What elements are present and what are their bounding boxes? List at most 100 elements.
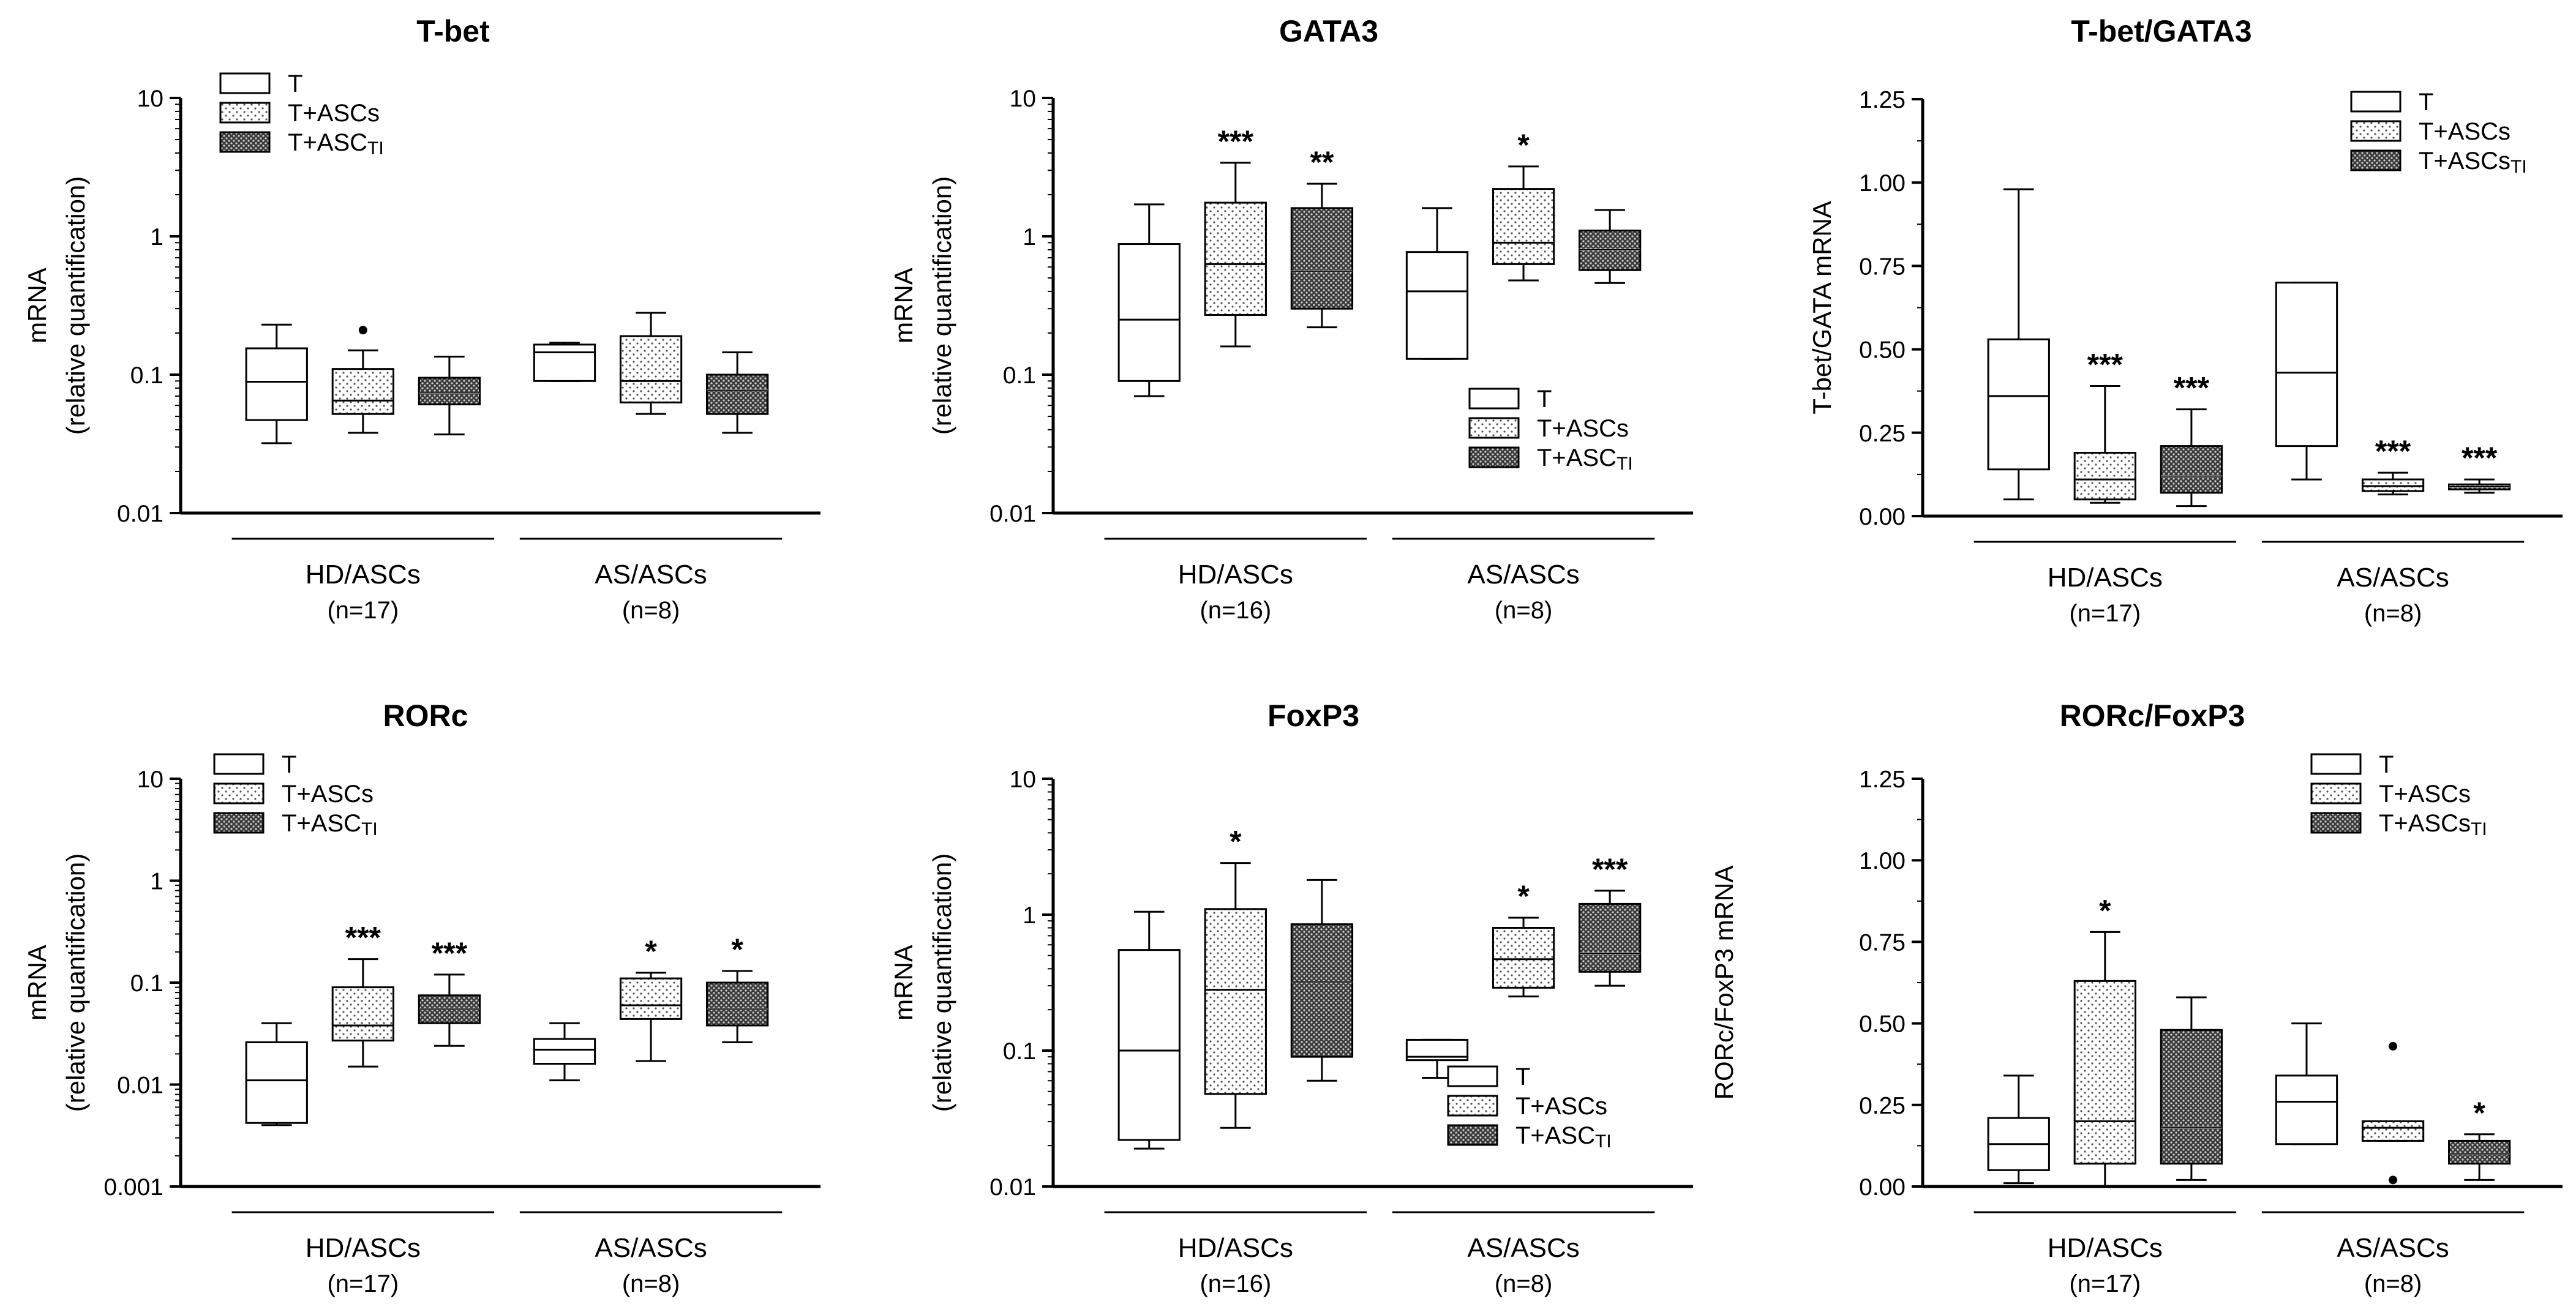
outlier-point (358, 326, 367, 335)
legend-label: T+ASCsTI (2419, 148, 2527, 177)
y-tick-label: 0.01 (989, 501, 1036, 527)
box-t-ascti: * (2448, 1096, 2511, 1181)
legend-label: T (1515, 1063, 1530, 1090)
box-t-ascti (1290, 879, 1354, 1082)
group-label: HD/ASCs (306, 1233, 421, 1263)
group-label: AS/ASCs (2337, 563, 2449, 593)
y-tick-label: 1 (1023, 224, 1036, 250)
box-t (533, 1022, 596, 1082)
box-t (1987, 1074, 2050, 1185)
legend-label: T+ASCTI (288, 129, 384, 159)
legend-swatch (1447, 1095, 1498, 1117)
significance-label: ** (1310, 145, 1334, 179)
box-iqr (1987, 338, 2050, 471)
legend-label: T+ASCs (2419, 118, 2510, 145)
significance-label: *** (2087, 348, 2124, 382)
legend-label: T+ASCTI (1515, 1122, 1612, 1152)
box-iqr (1290, 923, 1354, 1058)
box-iqr (1492, 927, 1555, 989)
box-t (1117, 203, 1181, 397)
group-n-label: (n=17) (2069, 1270, 2141, 1297)
box-iqr (2361, 1120, 2425, 1142)
box-iqr (533, 1038, 596, 1065)
y-tick-label: 1 (150, 869, 163, 895)
significance-label: *** (432, 936, 468, 970)
group-label: HD/ASCs (1178, 1233, 1293, 1263)
significance-label: *** (1592, 852, 1628, 887)
box-t-ascti: *** (2160, 371, 2223, 508)
y-axis-title: mRNA (889, 268, 918, 343)
legend-label: T (1537, 386, 1552, 413)
group-label: HD/ASCs (2048, 563, 2163, 593)
box-t-ascti (2160, 996, 2223, 1181)
y-tick-label: 0.01 (989, 1174, 1036, 1201)
y-tick-label: 1.25 (1859, 87, 1906, 113)
panel-title: RORc/FoxP3 (2060, 699, 2245, 733)
y-tick-label: 10 (1010, 767, 1036, 793)
box-iqr (706, 981, 769, 1027)
significance-label: * (731, 932, 743, 967)
group-n-label: (n=16) (1200, 1270, 1271, 1297)
box-t (1117, 910, 1181, 1150)
legend: T T+ASCsT+ASCsTI (2310, 751, 2487, 839)
group-n-label: (n=8) (622, 1270, 680, 1297)
y-tick-label: 10 (1010, 86, 1036, 112)
box-iqr (2160, 445, 2223, 494)
box-iqr (1117, 949, 1181, 1141)
legend-label: T+ASCs (282, 781, 374, 808)
box-iqr (2073, 980, 2136, 1165)
significance-label: *** (2174, 371, 2210, 405)
box-iqr (2275, 1074, 2338, 1145)
significance-label: * (1517, 128, 1530, 162)
legend-label: T (288, 70, 302, 97)
box-t-ascs: * (1492, 128, 1555, 282)
box-iqr (418, 377, 481, 406)
box-t (245, 323, 308, 444)
group-n-label: (n=17) (327, 597, 399, 624)
y-tick-label: 0.1 (130, 362, 163, 389)
legend-swatch (219, 102, 271, 124)
box-t-ascti: *** (1579, 852, 1642, 987)
box-t-ascti (706, 351, 769, 434)
group-n-label: (n=17) (327, 1270, 399, 1297)
y-axis-subtitle: (relative quantification) (928, 176, 956, 435)
group-label: AS/ASCs (595, 1233, 707, 1263)
y-tick-label: 0.1 (1003, 362, 1036, 389)
legend-label: T+ASCs (288, 100, 380, 127)
panel-rorc-foxp3: RORc/FoxP3 0.00 0.25 0.50 0.75 1.00 1.25 RORc/F… (1710, 699, 2563, 1297)
y-axis-subtitle: (relative quantification) (928, 853, 956, 1112)
outlier-point (2389, 1041, 2398, 1051)
y-tick-label: 0.00 (1859, 504, 1906, 530)
legend-swatch (1447, 1065, 1498, 1087)
box-t-ascs: *** (331, 921, 394, 1068)
box-iqr (2448, 1139, 2511, 1165)
box-iqr (245, 347, 308, 421)
y-tick-label: 0.00 (1859, 1174, 1906, 1201)
y-tick-label: 0.75 (1859, 929, 1906, 956)
box-iqr (619, 335, 683, 403)
box-t-ascti (1579, 209, 1642, 284)
box-iqr (1290, 207, 1354, 310)
legend-swatch (2310, 753, 2362, 775)
group-n-label: (n=8) (2364, 600, 2422, 627)
legend: T T+ASCsT+ASCTI (219, 70, 384, 159)
outlier-point (2389, 1175, 2398, 1185)
box-iqr (331, 986, 394, 1042)
group-n-label: (n=8) (1495, 1270, 1553, 1297)
box-t-ascti (418, 356, 481, 436)
panel-tbet: T-bet 0.01 0.1 1 10 mRNA (relative quantificat… (23, 14, 820, 624)
significance-label: *** (2461, 441, 2498, 475)
box-iqr (1492, 188, 1555, 265)
panel-title: T-bet (416, 14, 490, 48)
group-n-label: (n=16) (1200, 597, 1271, 624)
box-t-ascs: * (1492, 879, 1555, 998)
box-iqr (1204, 201, 1267, 317)
box-t (1987, 188, 2050, 501)
panel-title: T-bet/GATA3 (2071, 14, 2251, 48)
legend-swatch (213, 782, 265, 804)
box-iqr (331, 368, 394, 415)
legend: T T+ASCsT+ASCTI (213, 751, 378, 839)
box-iqr (1579, 902, 1642, 973)
panel-gata3: GATA3 0.01 0.1 1 10 mRNA (relative quantificat… (889, 14, 1693, 624)
group-label: AS/ASCs (595, 560, 707, 590)
